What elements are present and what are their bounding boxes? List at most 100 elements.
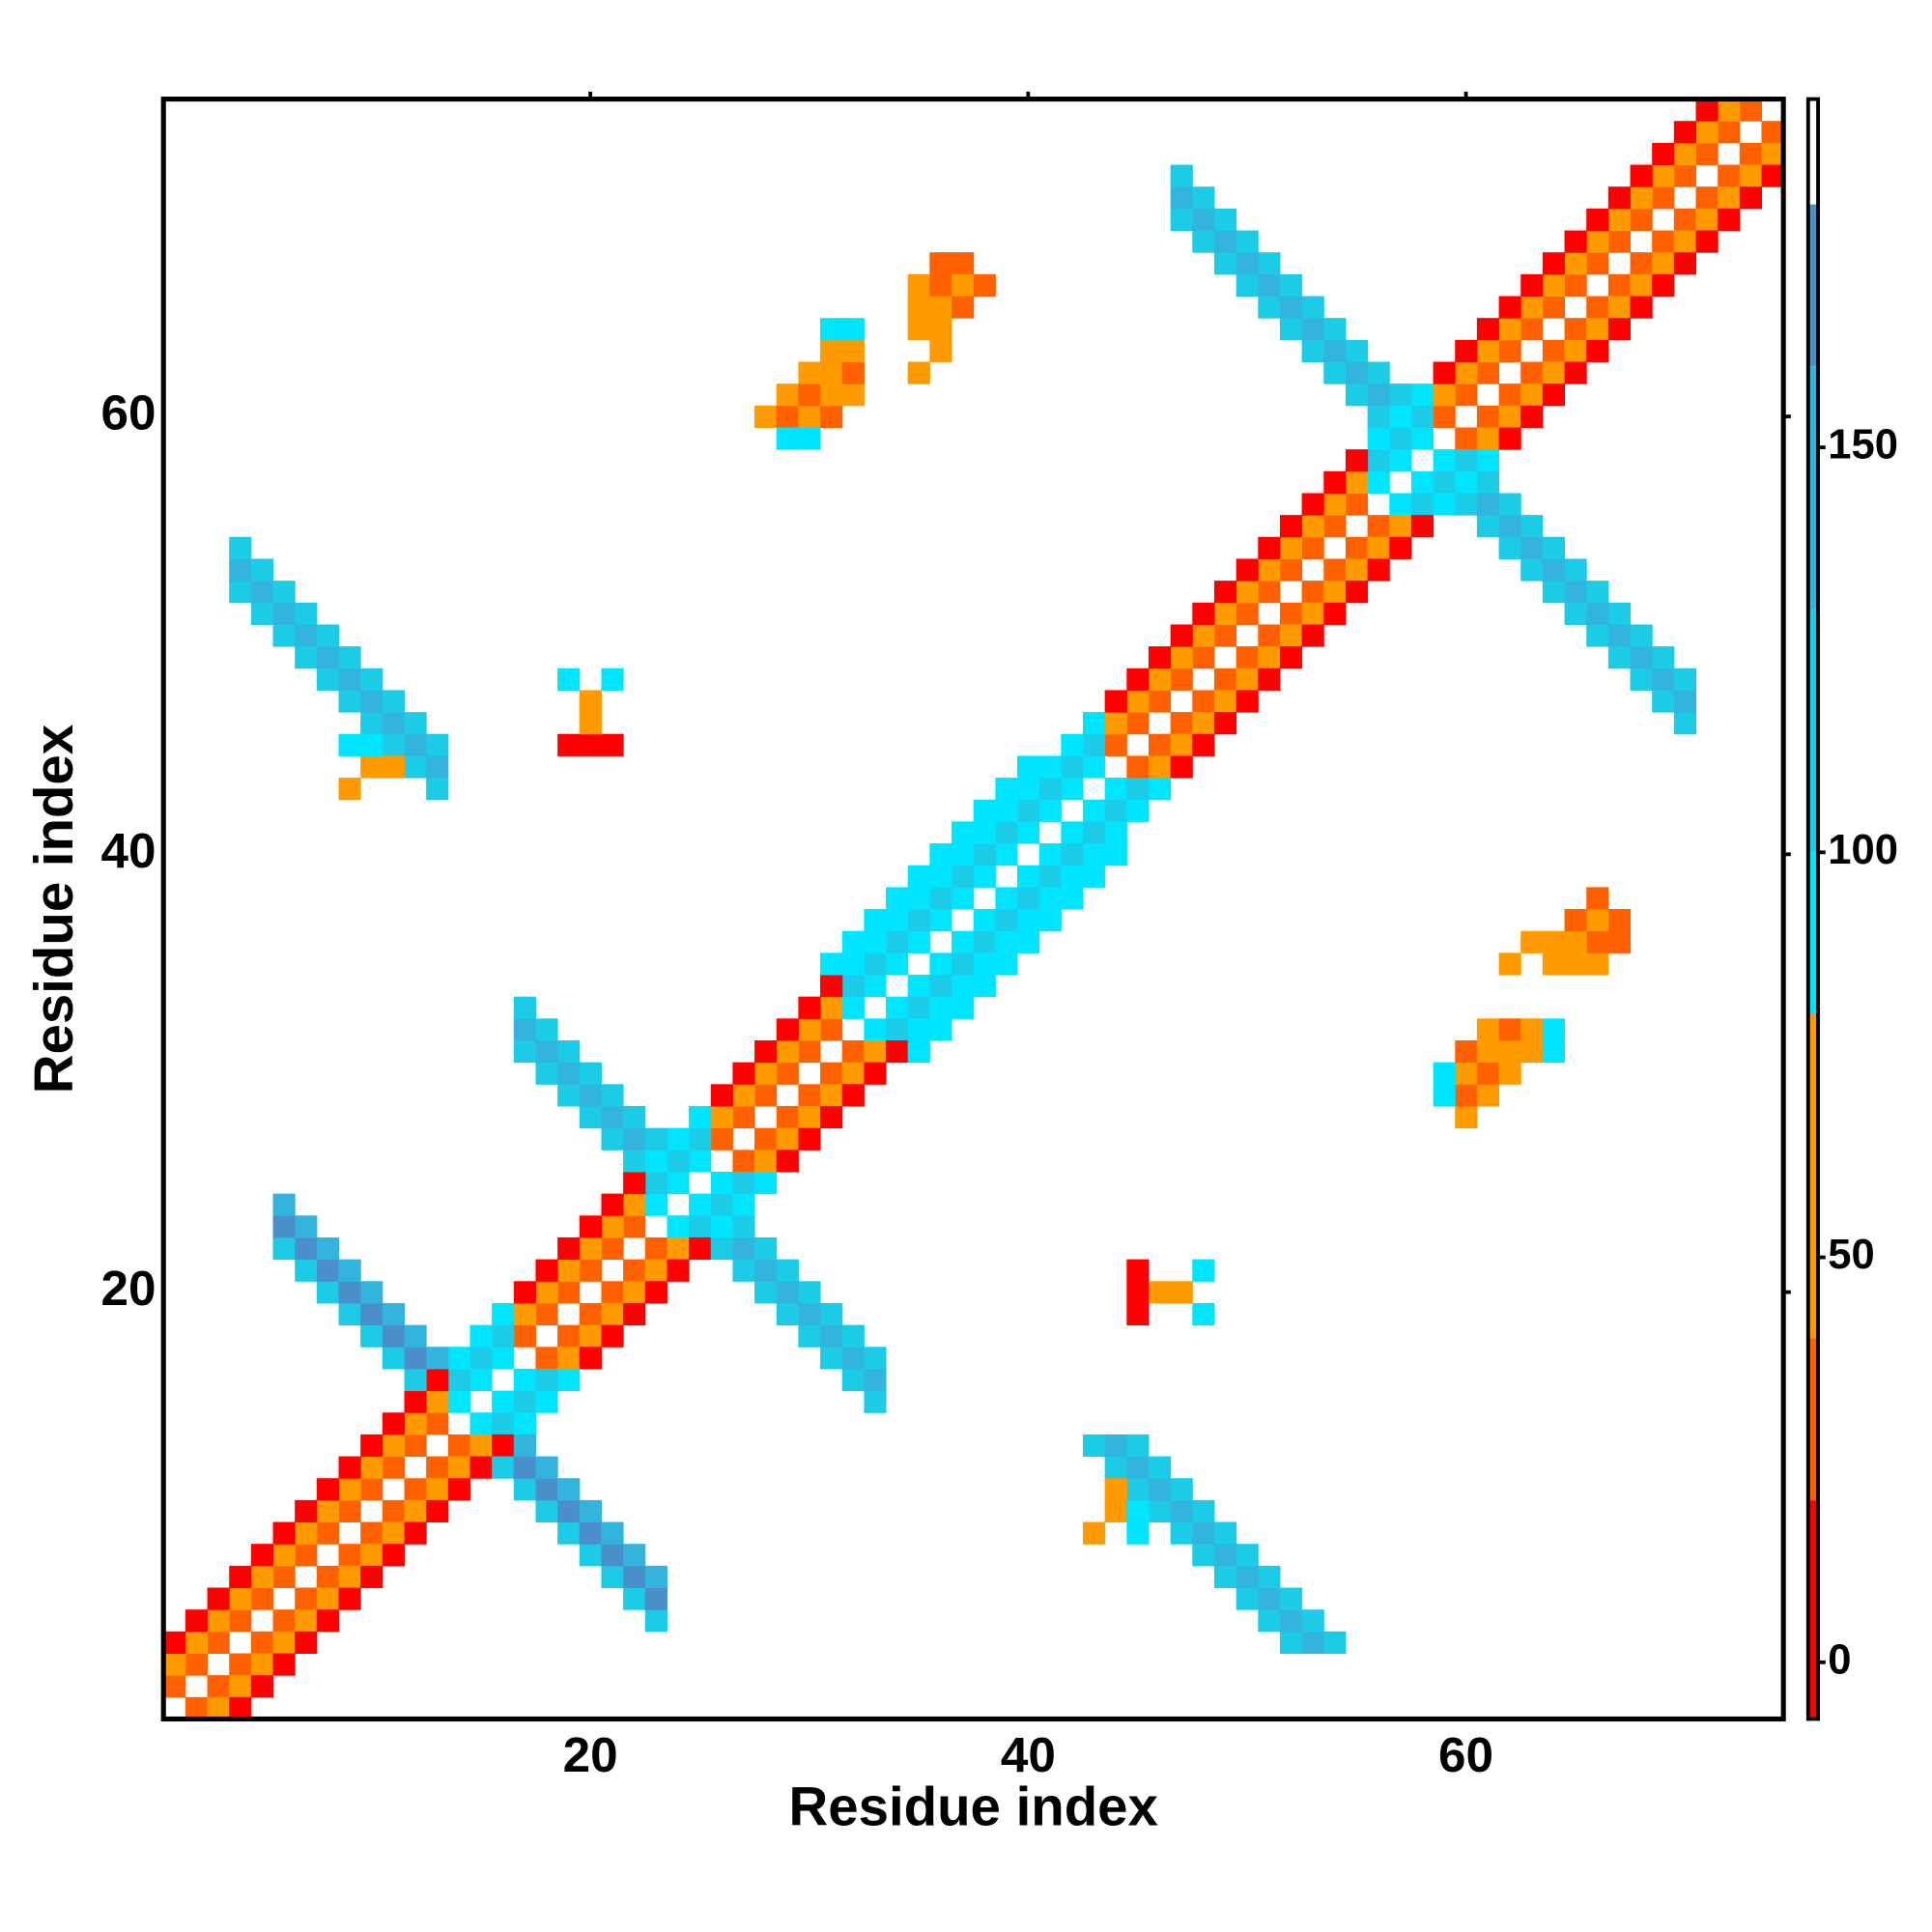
cell bbox=[689, 1193, 712, 1216]
cell bbox=[447, 1478, 470, 1501]
cell bbox=[316, 1609, 340, 1633]
cell bbox=[1345, 339, 1369, 363]
cell bbox=[1301, 581, 1324, 604]
x-tick-label: 40 bbox=[1001, 1727, 1056, 1782]
cell bbox=[1564, 361, 1587, 384]
cell bbox=[295, 1631, 318, 1655]
y-axis-title: Residue index bbox=[23, 724, 84, 1094]
cell bbox=[754, 405, 778, 428]
cell bbox=[1542, 384, 1566, 407]
cell bbox=[557, 1039, 581, 1064]
cell bbox=[1061, 887, 1084, 910]
cell bbox=[185, 1696, 209, 1719]
cell bbox=[1607, 318, 1632, 341]
cell bbox=[272, 1565, 296, 1589]
cell bbox=[1082, 755, 1106, 779]
cell bbox=[1455, 493, 1478, 516]
cell bbox=[1455, 470, 1478, 494]
cell bbox=[820, 975, 843, 998]
cell bbox=[250, 602, 274, 625]
cell bbox=[776, 1062, 799, 1085]
cell bbox=[382, 1347, 406, 1370]
cell bbox=[360, 1565, 384, 1589]
colorbar-band bbox=[1807, 99, 1819, 205]
cell bbox=[1739, 99, 1763, 122]
cell bbox=[513, 1324, 536, 1348]
cell bbox=[1017, 865, 1040, 888]
cell bbox=[601, 1215, 624, 1238]
cell bbox=[1433, 470, 1456, 494]
cell bbox=[1564, 602, 1587, 625]
cell bbox=[820, 361, 843, 384]
cell bbox=[513, 1412, 536, 1435]
cell bbox=[1520, 1039, 1544, 1064]
cell bbox=[382, 733, 406, 756]
cell bbox=[207, 1696, 230, 1719]
cell bbox=[295, 1215, 318, 1238]
cell bbox=[382, 1302, 406, 1326]
cell bbox=[1673, 121, 1697, 144]
cell bbox=[1564, 318, 1587, 341]
cell bbox=[338, 1456, 361, 1479]
cell bbox=[579, 1499, 602, 1523]
cell bbox=[820, 952, 843, 976]
cell bbox=[1498, 427, 1521, 450]
cell bbox=[907, 1018, 930, 1041]
cell bbox=[338, 1544, 361, 1567]
cell bbox=[644, 1587, 668, 1610]
cell bbox=[557, 1368, 581, 1392]
cell bbox=[601, 1127, 624, 1151]
cell bbox=[295, 1587, 318, 1610]
cell bbox=[579, 1544, 602, 1567]
cell bbox=[426, 1412, 449, 1435]
cell bbox=[952, 930, 975, 953]
cell bbox=[272, 1215, 296, 1238]
cell bbox=[710, 1215, 733, 1238]
cell bbox=[689, 1215, 712, 1238]
cell bbox=[1236, 602, 1259, 625]
cell bbox=[338, 1565, 361, 1589]
cell bbox=[1192, 624, 1215, 647]
cell bbox=[1542, 558, 1566, 582]
cell bbox=[513, 1018, 536, 1041]
cell bbox=[601, 1302, 624, 1326]
cell bbox=[864, 930, 887, 953]
cell bbox=[426, 1478, 449, 1501]
cell bbox=[1323, 493, 1347, 516]
cell bbox=[667, 1171, 690, 1195]
cell bbox=[886, 909, 909, 932]
cell bbox=[1607, 930, 1632, 953]
cell bbox=[820, 384, 843, 407]
cell bbox=[864, 909, 887, 932]
cell bbox=[1082, 712, 1106, 735]
cell bbox=[644, 1236, 668, 1261]
cell bbox=[798, 1281, 821, 1304]
cell bbox=[1476, 361, 1500, 384]
cell bbox=[1170, 624, 1193, 647]
cell bbox=[338, 1587, 361, 1610]
cell bbox=[623, 1302, 646, 1326]
cell bbox=[1586, 252, 1609, 275]
cell bbox=[404, 712, 427, 735]
cell bbox=[1630, 624, 1653, 647]
cell bbox=[1652, 164, 1675, 187]
cell bbox=[1476, 405, 1500, 428]
cell bbox=[1739, 186, 1763, 210]
cell bbox=[535, 1456, 558, 1479]
cell bbox=[360, 1302, 384, 1326]
cell bbox=[1476, 1018, 1500, 1041]
cell bbox=[973, 843, 996, 867]
cell bbox=[469, 1412, 493, 1435]
cell bbox=[229, 1609, 252, 1633]
cell bbox=[1498, 296, 1521, 319]
cell bbox=[1389, 536, 1412, 559]
cell bbox=[1345, 384, 1369, 407]
cell bbox=[1061, 733, 1084, 756]
cell bbox=[841, 952, 865, 976]
cell bbox=[229, 1675, 252, 1698]
cell bbox=[1542, 930, 1566, 953]
cell bbox=[754, 1127, 778, 1151]
cell bbox=[426, 1347, 449, 1370]
cell bbox=[623, 1544, 646, 1567]
